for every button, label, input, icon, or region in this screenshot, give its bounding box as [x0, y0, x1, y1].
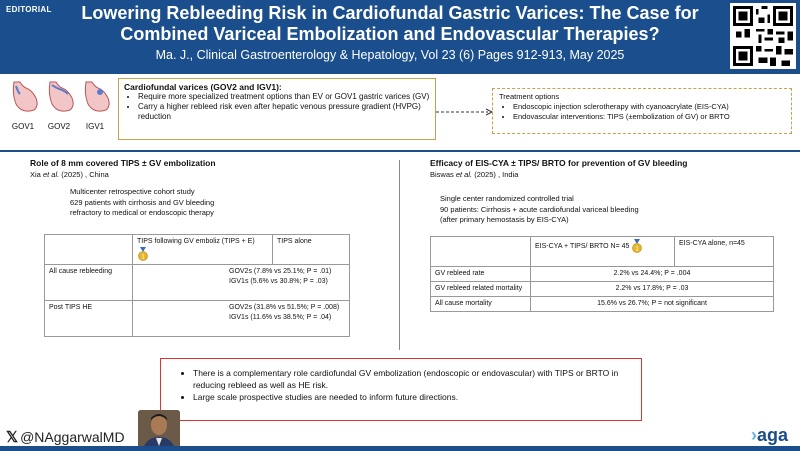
right-study-title: Efficacy of EIS-CYA ± TIPS/ BRTO for pre… [430, 158, 688, 168]
right-row-value: 2.2% vs 17.8%; P = .03 [530, 281, 774, 297]
treatment-bullet: Endovascular interventions: TIPS (±embol… [513, 112, 785, 122]
key-point: There is a complementary role cardiofund… [193, 367, 631, 391]
svg-text:1: 1 [636, 247, 640, 253]
cardiofundal-bullet: Carry a higher rebleed risk even after h… [138, 102, 430, 122]
column-divider [399, 160, 400, 350]
left-col1-header: TIPS following GV emboliz (TIPS + E) 1 [132, 234, 273, 265]
citation: Ma. J., Clinical Gastroenterology & Hepa… [155, 48, 625, 62]
right-row-label: All cause mortality [430, 296, 531, 312]
key-point: Large scale prospective studies are need… [193, 391, 631, 403]
right-col2-header: EIS-CYA alone, n=45 [674, 236, 774, 267]
label-gov1: GOV1 [11, 122, 35, 131]
left-study-author: Xia et al. (2025) , China [30, 170, 109, 179]
stomach-igv1-icon [84, 81, 110, 112]
arrow-icon [436, 108, 494, 116]
page-title: Lowering Rebleeding Risk in Cardiofundal… [60, 3, 720, 45]
right-row-label: GV rebleed rate [430, 266, 531, 282]
stomach-gov1-icon [12, 81, 38, 112]
treatment-bullet: Endoscopic injection sclerotherapy with … [513, 102, 785, 112]
right-row-value: 2.2% vs 24.4%; P = .004 [530, 266, 774, 282]
right-results-table: EIS-CYA + TIPS/ BRTO N= 45 1 EIS-CYA alo… [430, 236, 774, 312]
treatment-options-box: Treatment options Endoscopic injection s… [492, 88, 792, 134]
right-row-value: 15.6% vs 26.7%; P = not significant [530, 296, 774, 312]
header-banner: EDITORIAL Lowering Rebleeding Risk in Ca… [0, 0, 800, 74]
left-study-design: Multicenter retrospective cohort study 6… [70, 187, 215, 217]
right-col1-header: EIS-CYA + TIPS/ BRTO N= 45 1 [530, 236, 675, 267]
left-col2-header: TIPS alone [272, 234, 350, 265]
left-row-label: Post TIPS HE [44, 300, 133, 337]
cardiofundal-heading: Cardiofundal varices (GOV2 and IGV1): [124, 82, 282, 92]
label-gov2: GOV2 [47, 122, 71, 131]
cardiofundal-bullet: Require more specialized treatment optio… [138, 92, 430, 102]
left-row-values: GOV2s (31.8% vs 51.5%; P = .008) IGV1s (… [132, 300, 350, 337]
section-divider [0, 150, 800, 152]
x-logo-icon: 𝕏 [6, 429, 19, 446]
aga-logo: ›aga [750, 425, 788, 445]
right-study-author: Biswas et al. (2025) , India [430, 170, 519, 179]
svg-text:1: 1 [141, 255, 145, 261]
medal-icon: 1 [632, 239, 643, 253]
label-igv1: IGV1 [85, 122, 105, 131]
qr-code-icon[interactable] [730, 3, 796, 69]
treatment-heading: Treatment options [499, 92, 560, 101]
footer-bar [0, 446, 800, 451]
title-line-2: Combined Variceal Embolization and Endov… [120, 24, 660, 44]
stomach-gov2-icon [48, 81, 74, 112]
key-points-box: There is a complementary role cardiofund… [160, 358, 642, 421]
right-study-design: Single center randomized controlled tria… [440, 194, 639, 224]
editorial-tag: EDITORIAL [6, 5, 52, 14]
cardiofundal-box: Cardiofundal varices (GOV2 and IGV1): Re… [118, 78, 436, 140]
left-results-table: TIPS following GV emboliz (TIPS + E) 1 T… [44, 234, 350, 337]
left-row-values: GOV2s (7.8% vs 25.1%; P = .01) IGV1s (5.… [132, 264, 350, 301]
stomach-diagrams: GOV1 GOV2 IGV1 [4, 78, 116, 140]
right-row-label: GV rebleed related mortality [430, 281, 531, 297]
medal-icon: 1 [138, 247, 148, 261]
author-handle[interactable]: 𝕏 @NAggarwalMD [6, 429, 125, 446]
left-row-label: All cause rebleeding [44, 264, 133, 301]
title-line-1: Lowering Rebleeding Risk in Cardiofundal… [81, 3, 699, 23]
left-study-title: Role of 8 mm covered TIPS ± GV embolizat… [30, 158, 216, 168]
avatar [138, 410, 180, 451]
